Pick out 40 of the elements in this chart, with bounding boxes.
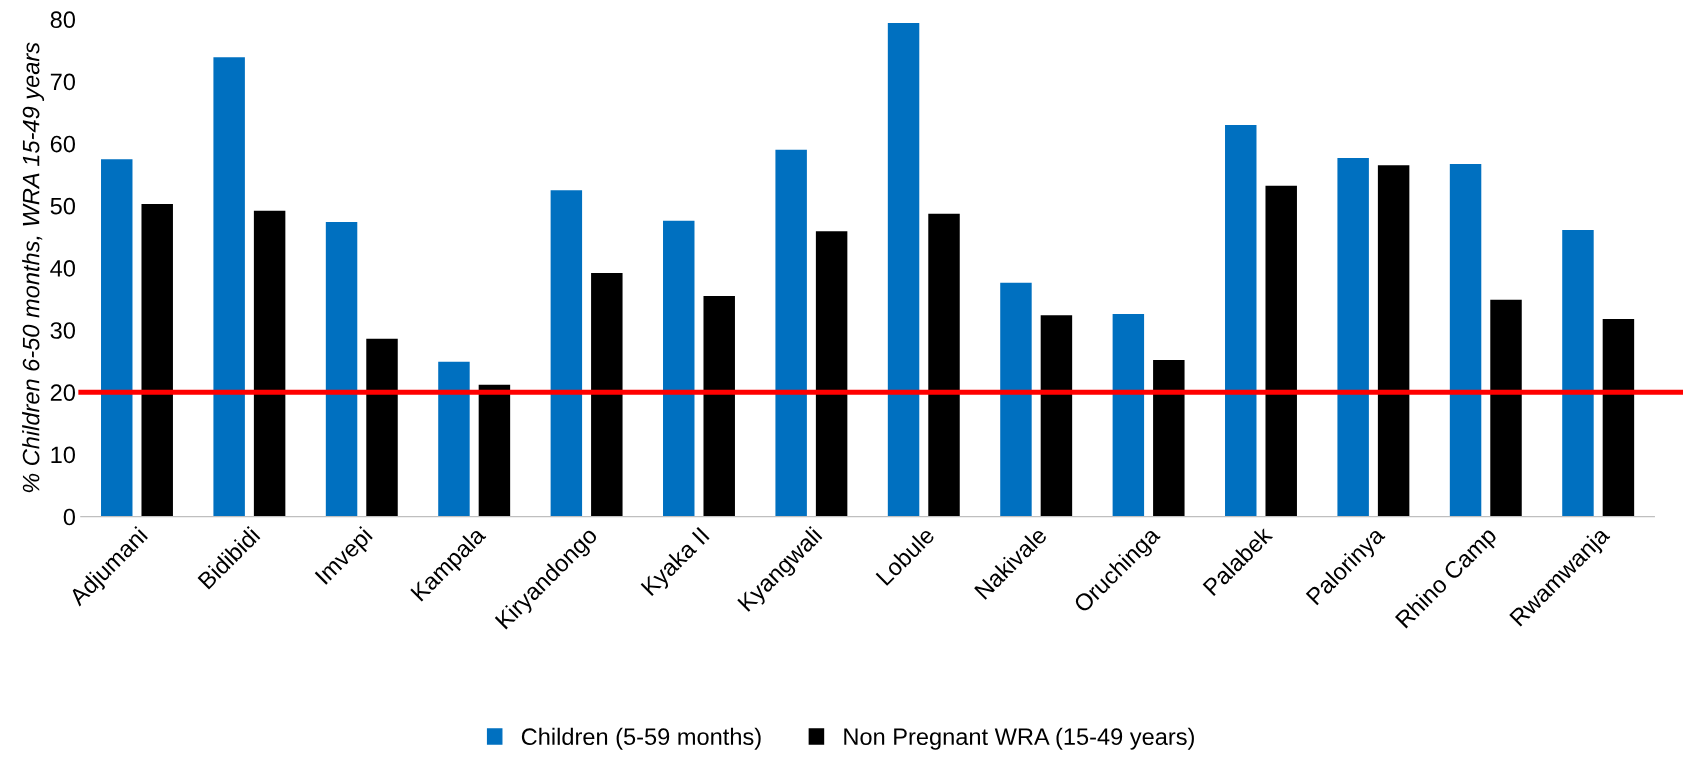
bar bbox=[325, 221, 358, 517]
y-tick-label: 20 bbox=[50, 384, 75, 402]
y-tick-label: 50 bbox=[50, 197, 75, 215]
bar bbox=[1602, 318, 1635, 517]
bar bbox=[1225, 124, 1257, 517]
bar bbox=[438, 361, 470, 517]
legend-label: Children (5-59 months) bbox=[521, 727, 761, 750]
bar bbox=[1449, 164, 1482, 517]
bar bbox=[1490, 299, 1522, 517]
bar bbox=[591, 272, 623, 517]
y-tick-label: 70 bbox=[50, 73, 75, 91]
bar bbox=[1112, 313, 1145, 517]
bar bbox=[101, 159, 133, 517]
y-tick-label: 0 bbox=[63, 508, 75, 526]
bar bbox=[815, 231, 848, 517]
bar bbox=[887, 23, 920, 517]
bar bbox=[663, 220, 695, 517]
bar bbox=[213, 57, 245, 517]
bar bbox=[775, 149, 807, 517]
bar bbox=[366, 338, 398, 517]
bar bbox=[550, 190, 583, 517]
legend-label: Non Pregnant WRA (15-49 years) bbox=[844, 727, 1194, 750]
bar bbox=[253, 210, 286, 517]
bar bbox=[1000, 282, 1032, 517]
bar bbox=[1153, 359, 1185, 517]
y-tick-label: 30 bbox=[50, 322, 75, 339]
bar bbox=[703, 295, 735, 517]
bar bbox=[1562, 230, 1594, 517]
y-axis-title: % Children 6-50 months, WRA 15-49 years bbox=[22, 42, 45, 493]
bar bbox=[1377, 165, 1410, 517]
y-tick-label: 10 bbox=[51, 446, 75, 464]
bar bbox=[928, 213, 960, 517]
bar bbox=[478, 384, 511, 517]
bar bbox=[1265, 185, 1297, 517]
bar bbox=[1040, 315, 1073, 517]
y-tick-label: 80 bbox=[50, 11, 75, 29]
bar bbox=[1337, 157, 1369, 517]
y-tick-label: 60 bbox=[50, 135, 75, 153]
y-tick-label: 40 bbox=[50, 259, 75, 277]
bar bbox=[141, 203, 173, 517]
